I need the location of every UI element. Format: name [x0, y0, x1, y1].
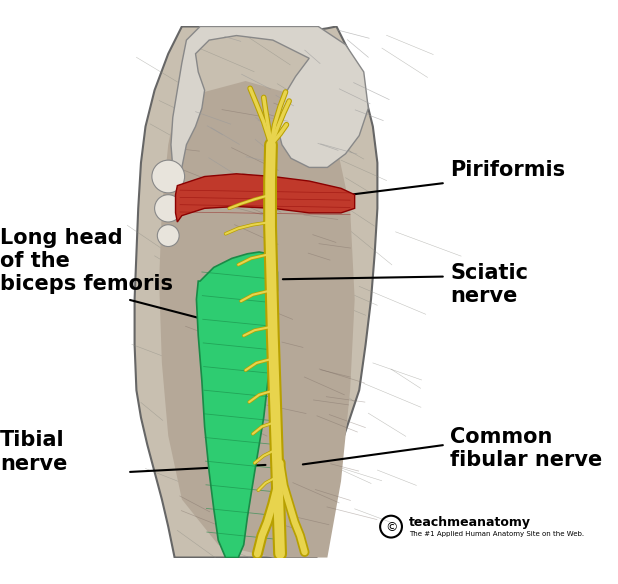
Circle shape	[154, 194, 182, 222]
Text: Piriformis: Piriformis	[450, 160, 565, 180]
Polygon shape	[159, 81, 355, 558]
Text: The #1 Applied Human Anatomy Site on the Web.: The #1 Applied Human Anatomy Site on the…	[409, 531, 585, 537]
Polygon shape	[171, 26, 368, 181]
Text: Common
fibular nerve: Common fibular nerve	[450, 426, 603, 470]
Text: teachmeanatomy: teachmeanatomy	[409, 516, 531, 530]
Polygon shape	[197, 252, 277, 558]
Circle shape	[152, 160, 185, 193]
Text: ©: ©	[385, 521, 397, 534]
Text: Long head
of the
biceps femoris: Long head of the biceps femoris	[0, 228, 173, 294]
Text: Tibial
nerve: Tibial nerve	[0, 430, 67, 474]
Polygon shape	[135, 26, 378, 558]
Circle shape	[158, 225, 179, 246]
Polygon shape	[176, 174, 355, 222]
Text: Sciatic
nerve: Sciatic nerve	[450, 263, 528, 306]
